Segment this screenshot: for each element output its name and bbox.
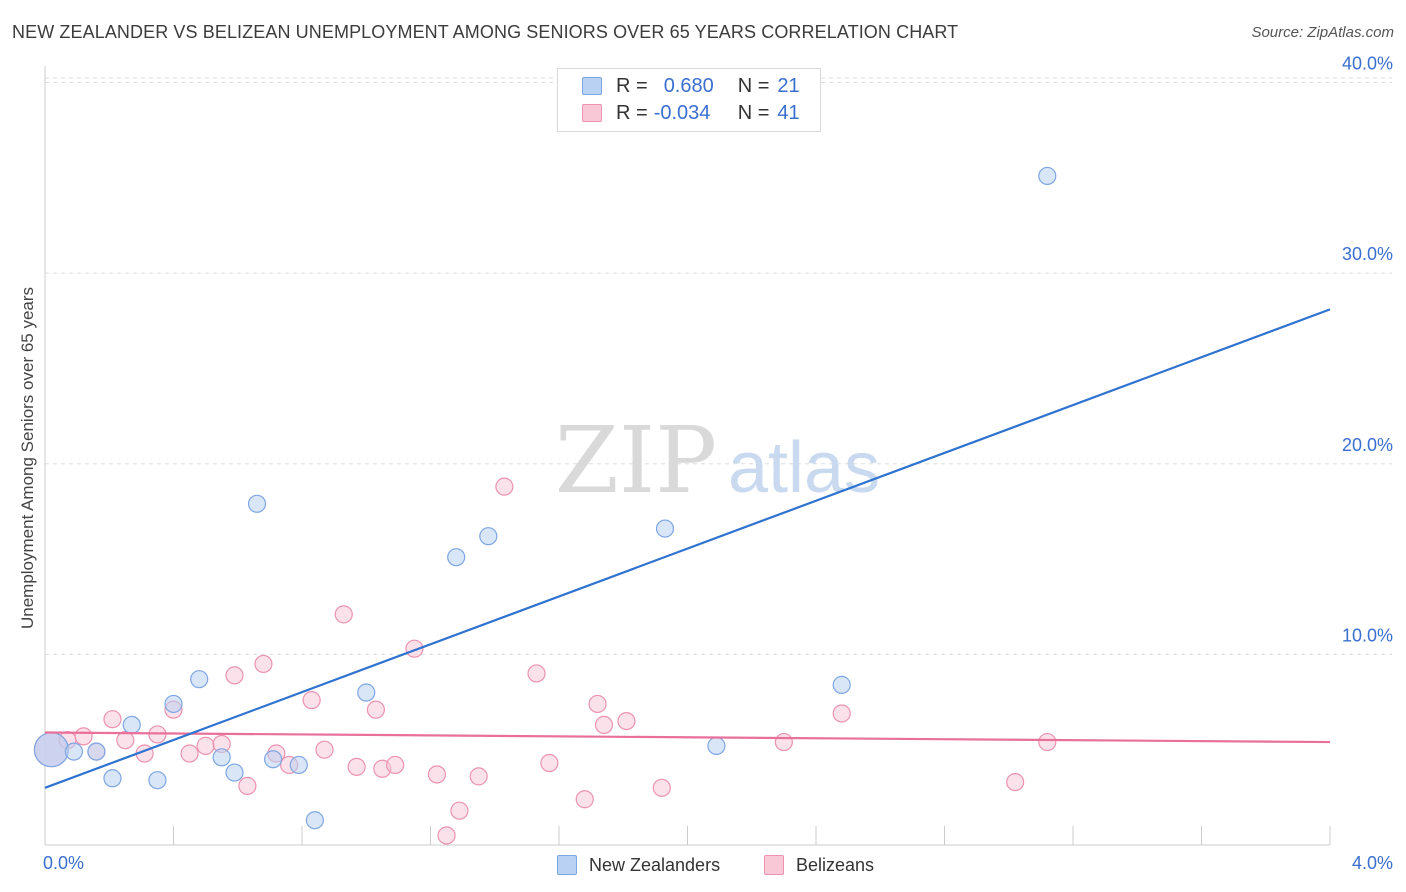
legend-swatch-blue [582, 77, 602, 95]
belizeans-point [180, 744, 199, 763]
new-zealanders-point [305, 811, 324, 830]
bottom-legend-belizeans: Belizeans [764, 852, 874, 878]
legend-n-label: N = [737, 101, 770, 124]
legend-r-label: R = [616, 74, 648, 97]
belizeans-point [116, 731, 135, 750]
bottom-legend-new-zealanders: New Zealanders [557, 852, 720, 878]
new-zealanders-point [357, 683, 376, 702]
belizeans-point [1038, 732, 1057, 752]
belizeans-trend-line [44, 731, 1331, 744]
new-zealanders-point [247, 494, 267, 513]
belizeans-point [437, 826, 456, 845]
bottom-legend-label: Belizeans [796, 854, 875, 875]
belizeans-point [225, 666, 244, 685]
belizeans-point [1006, 772, 1025, 792]
new-zealanders-point [33, 732, 70, 768]
belizeans-point [196, 736, 215, 755]
watermark-atlas: atlas [728, 428, 880, 508]
new-zealanders-point [122, 715, 141, 735]
x-tick-label: 0.0% [43, 853, 84, 873]
y-tick-label: 30.0% [1342, 244, 1393, 264]
belizeans-point [238, 776, 257, 796]
legend-swatch-pink [582, 104, 602, 122]
belizeans-point [386, 755, 405, 775]
new-zealanders-point [707, 736, 726, 755]
belizeans-point [832, 704, 851, 723]
bottom-swatch-blue [557, 855, 577, 875]
belizeans-point [347, 757, 366, 776]
new-zealanders-point [263, 750, 283, 769]
new-zealanders-point [289, 755, 308, 775]
new-zealanders-point [64, 742, 84, 761]
legend-n-value: 41 [777, 101, 800, 124]
new-zealanders-point [1038, 166, 1057, 186]
new-zealanders-trend-line [44, 308, 1331, 789]
watermark-zip: ZIP [555, 407, 717, 514]
belizeans-point [366, 700, 385, 719]
tick-labels: 10.0% 20.0% 30.0% 40.0% 0.0% 4.0% [43, 54, 1393, 873]
new-zealanders-point [447, 548, 466, 567]
belizeans-point [495, 477, 514, 496]
bottom-swatch-pink [764, 855, 784, 875]
belizeans-point [527, 664, 546, 683]
new-zealanders-point [87, 742, 106, 761]
watermark: ZIP atlas [555, 407, 880, 514]
new-zealanders-point [190, 670, 209, 689]
axes [44, 66, 1331, 846]
belizeans-point [575, 790, 594, 809]
source-credit: Source: ZipAtlas.com [1251, 24, 1394, 41]
y-tick-label: 20.0% [1342, 435, 1393, 455]
belizeans-point [103, 710, 122, 729]
legend-n-value: 21 [777, 74, 800, 97]
legend-r-value: 0.680 [663, 74, 714, 97]
belizeans-point [427, 765, 447, 784]
belizeans-point [774, 732, 793, 752]
trend-lines [44, 308, 1331, 789]
gridlines [45, 77, 1392, 655]
belizeans-point [450, 801, 469, 820]
legend-row-new-zealanders: R = 0.680 N = 21 [582, 73, 800, 99]
belizeans-points [33, 477, 1057, 845]
belizeans-point [588, 694, 607, 714]
new-zealanders-points [33, 166, 1057, 830]
new-zealanders-point [655, 519, 675, 538]
legend-r-label: R = [616, 101, 648, 124]
legend-r-value: -0.034 [653, 101, 711, 124]
y-axis-label: Unemployment Among Seniors over 65 years [18, 286, 37, 630]
y-tick-label: 40.0% [1342, 54, 1393, 74]
belizeans-point [74, 727, 93, 746]
belizeans-point [469, 767, 488, 786]
chart-title: NEW ZEALANDER VS BELIZEAN UNEMPLOYMENT A… [12, 22, 959, 42]
new-zealanders-point [225, 763, 244, 782]
belizeans-point [254, 654, 273, 674]
new-zealanders-point [103, 769, 122, 788]
belizeans-point [540, 753, 559, 773]
new-zealanders-point [479, 527, 498, 546]
new-zealanders-point [148, 771, 167, 790]
x-tick-label: 4.0% [1352, 853, 1393, 873]
correlation-legend: R = 0.680 N = 21 R = -0.034 N = 41 [557, 68, 821, 132]
legend-row-belizeans: R = -0.034 N = 41 [582, 100, 800, 126]
new-zealanders-point [832, 675, 851, 694]
belizeans-point [594, 715, 614, 735]
legend-n-label: N = [737, 74, 770, 97]
new-zealanders-point [212, 748, 231, 767]
belizeans-point [617, 711, 636, 731]
belizeans-point [652, 778, 671, 797]
new-zealanders-point [164, 694, 183, 714]
y-tick-label: 10.0% [1342, 625, 1393, 645]
belizeans-point [334, 605, 353, 624]
belizeans-point [315, 740, 334, 759]
bottom-legend-label: New Zealanders [589, 854, 721, 875]
belizeans-point [302, 691, 321, 710]
